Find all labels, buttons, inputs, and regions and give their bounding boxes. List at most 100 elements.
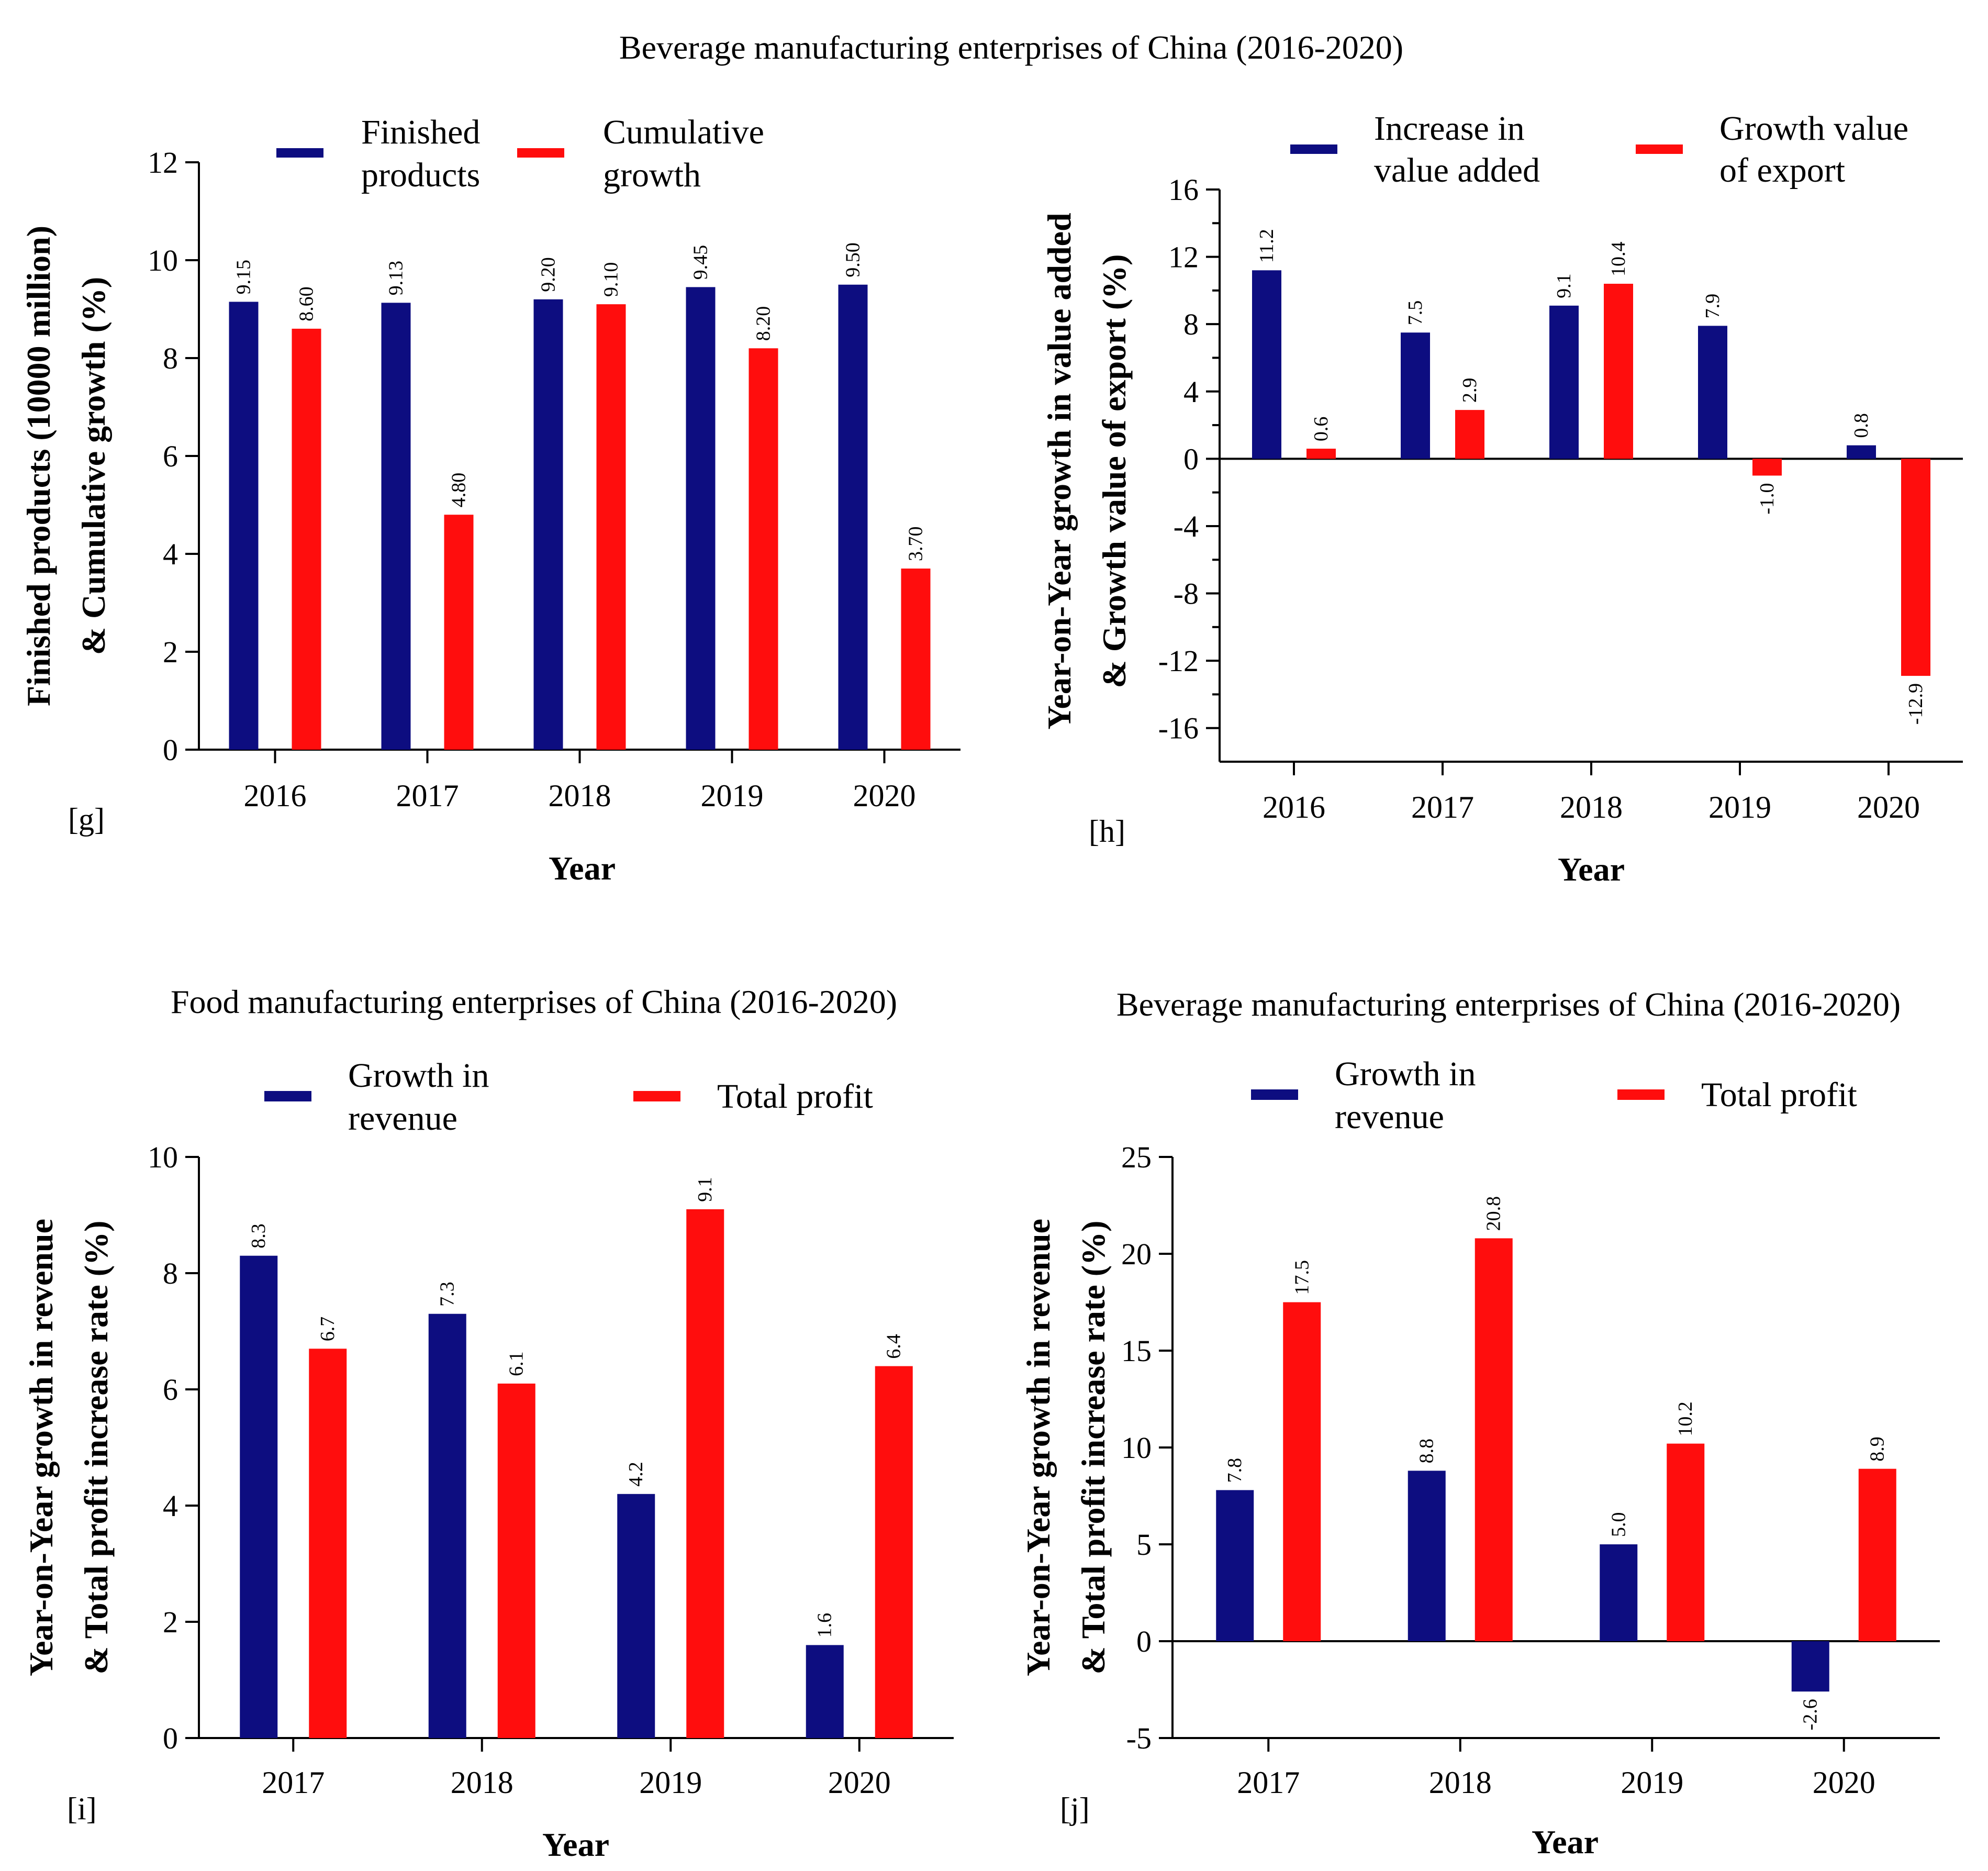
bar-series2	[901, 569, 931, 750]
y-tick-label: 5	[1136, 1528, 1152, 1562]
data-label: 11.2	[1256, 229, 1278, 263]
legend-swatch-series1	[264, 1091, 311, 1101]
x-tick-label: 2019	[639, 1765, 702, 1800]
x-tick-label: 2019	[1621, 1765, 1683, 1800]
data-label: 8.60	[296, 286, 318, 321]
bar-series2	[309, 1349, 347, 1738]
y-tick-label: 0	[163, 733, 178, 767]
x-tick-label: 2020	[828, 1765, 891, 1800]
y-tick-label: -8	[1174, 577, 1199, 611]
bar-series2	[596, 304, 626, 750]
y-tick-label: 4	[163, 1489, 178, 1523]
legend-label: Growth value	[1719, 109, 1908, 148]
data-label: 1.6	[814, 1613, 836, 1638]
y-axis-title: Year-on-Year growth in value added	[1041, 213, 1078, 729]
bar-series1	[838, 284, 868, 750]
data-label: 3.70	[905, 527, 927, 562]
x-tick-label: 2018	[549, 778, 611, 813]
bar-series2	[875, 1366, 913, 1738]
chart-panel-g: 0 2 4 6 8 10 12 2016 9.15 8.60 2017 9.13 4.80 2018 9.2…	[20, 113, 961, 887]
data-label: 0.6	[1310, 417, 1332, 442]
data-label: 9.20	[538, 257, 560, 292]
chart-panel-j: -5 0 5 10 15 20 25 2017 7.8 17.5 2018 8.8 20.8 2019 5.…	[1020, 1055, 1940, 1861]
bar-series1	[1401, 332, 1430, 459]
data-label: 9.50	[842, 242, 864, 277]
bar-series1	[381, 303, 411, 750]
data-label: 20.8	[1483, 1196, 1505, 1231]
data-label: 5.0	[1607, 1512, 1629, 1538]
x-axis-title: Year	[549, 850, 616, 887]
x-tick-label: 2017	[1411, 790, 1474, 825]
bar-series1	[1600, 1544, 1638, 1641]
panel-tag: [j]	[1060, 1791, 1090, 1826]
bar-series1	[1216, 1490, 1254, 1641]
figure-title-top: Beverage manufacturing enterprises of Ch…	[619, 29, 1403, 66]
y-tick-label: 12	[1168, 240, 1199, 274]
legend-label: value added	[1374, 151, 1540, 190]
bar-series2	[497, 1383, 535, 1738]
y-tick-label: 10	[148, 1140, 178, 1174]
y-axis-title: & Growth value of export (%)	[1096, 254, 1133, 688]
legend-label: of export	[1719, 151, 1845, 190]
data-label: 8.20	[753, 306, 775, 341]
bar-series2	[1283, 1302, 1321, 1641]
y-tick-label: 12	[148, 146, 178, 180]
y-axis-title: & Total profit increase rate (%)	[77, 1221, 115, 1675]
bar-series2	[1475, 1238, 1513, 1641]
bar-series1	[428, 1313, 466, 1738]
legend-label: revenue	[348, 1099, 457, 1138]
y-tick-label: 20	[1121, 1237, 1152, 1271]
data-label: 8.8	[1416, 1439, 1438, 1464]
data-label: 9.1	[1553, 273, 1575, 298]
chart-panel-h: -16 -12 -8 -4 0 4 8 12 16 2016 11.2 0.6 2017 7.5 2.9 20…	[1041, 109, 1963, 888]
bar-series1	[229, 302, 259, 750]
x-axis-title: Year	[542, 1826, 609, 1863]
data-label: 6.7	[317, 1317, 339, 1342]
bar-series1	[533, 299, 563, 750]
legend-swatch-series1	[1290, 144, 1337, 154]
bar-series2	[1752, 459, 1782, 476]
data-label: 8.3	[248, 1223, 270, 1249]
data-label: 8.9	[1867, 1436, 1889, 1462]
y-tick-label: 8	[163, 341, 178, 375]
data-label: 10.2	[1674, 1401, 1696, 1436]
legend-label: Cumulative	[603, 113, 764, 151]
legend-swatch-series2	[1617, 1089, 1665, 1100]
bar-series1	[617, 1494, 655, 1738]
bar-series2	[444, 515, 474, 750]
legend-swatch-series1	[1251, 1089, 1298, 1100]
legend-swatch-series2	[633, 1091, 680, 1101]
bar-series2	[1455, 410, 1484, 459]
y-tick-label: 6	[163, 1373, 178, 1407]
y-tick-label: 6	[163, 439, 178, 473]
bar-series1	[806, 1645, 844, 1738]
data-label: 2.9	[1459, 378, 1481, 403]
chart-panel-i: 0 2 4 6 8 10 2017 8.3 6.7 2018 7.3 6.1 2019 4.2 9.1 202…	[23, 1056, 954, 1863]
y-axis-title: Year-on-Year growth in revenue	[1020, 1219, 1057, 1676]
bar-series2	[1604, 284, 1633, 459]
x-tick-label: 2020	[1857, 790, 1920, 825]
data-label: -2.6	[1800, 1699, 1822, 1730]
x-tick-label: 2020	[853, 778, 916, 813]
data-label: -1.0	[1756, 483, 1778, 515]
y-tick-label: 0	[1183, 442, 1199, 476]
legend-label: Total profit	[717, 1077, 873, 1116]
bar-series1	[1847, 445, 1876, 459]
data-label: 4.2	[625, 1462, 647, 1487]
legend-label: revenue	[1335, 1098, 1444, 1136]
legend-label: Increase in	[1374, 109, 1525, 148]
legend-label: Total profit	[1701, 1076, 1857, 1114]
panel-tag: [h]	[1089, 814, 1125, 849]
x-axis-title: Year	[1532, 1823, 1599, 1861]
data-label: 4.80	[448, 473, 470, 508]
x-tick-label: 2018	[1560, 790, 1623, 825]
bar-series1	[1791, 1641, 1829, 1692]
y-axis-title: Year-on-Year growth in revenue	[23, 1219, 60, 1676]
data-label: 10.4	[1607, 242, 1629, 277]
y-axis-title: & Total profit increase rate (%)	[1075, 1221, 1112, 1675]
bar-series2	[686, 1209, 724, 1738]
data-label: 7.8	[1224, 1458, 1246, 1483]
x-tick-label: 2017	[396, 778, 459, 813]
bar-series1	[686, 287, 716, 750]
